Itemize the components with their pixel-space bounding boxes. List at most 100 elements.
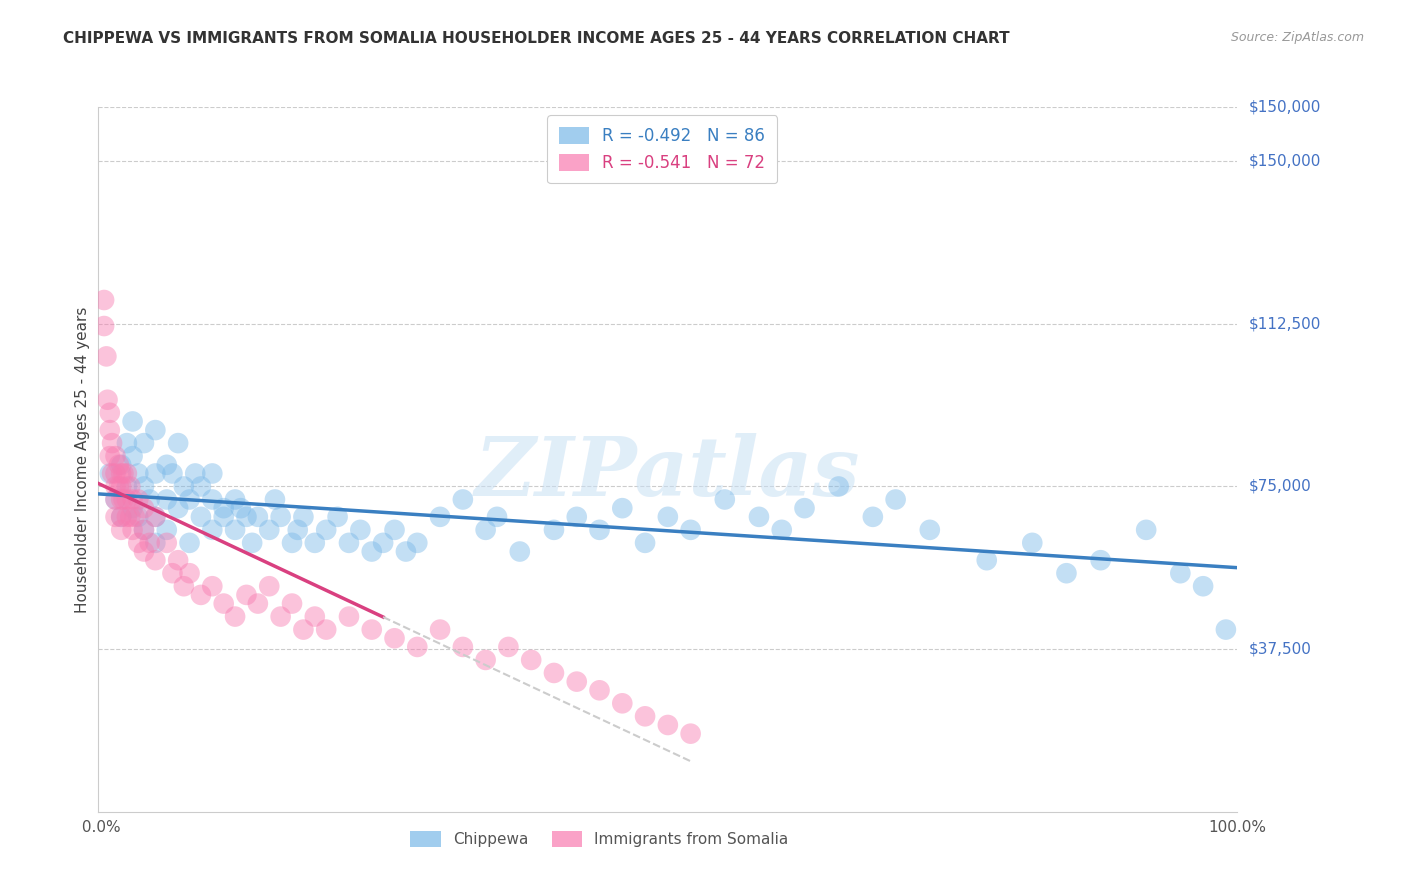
Point	[179, 566, 201, 581]
Point	[1054, 566, 1078, 581]
Point	[406, 640, 429, 654]
Point	[246, 509, 269, 524]
Point	[429, 509, 451, 524]
Point	[167, 553, 190, 567]
Point	[770, 523, 793, 537]
Text: CHIPPEWA VS IMMIGRANTS FROM SOMALIA HOUSEHOLDER INCOME AGES 25 - 44 YEARS CORREL: CHIPPEWA VS IMMIGRANTS FROM SOMALIA HOUS…	[63, 31, 1010, 46]
Point	[115, 492, 138, 507]
Point	[145, 509, 167, 524]
Point	[884, 492, 907, 507]
Point	[96, 392, 118, 407]
Point	[110, 509, 132, 524]
Point	[201, 523, 224, 537]
Point	[240, 536, 263, 550]
Point	[212, 597, 235, 611]
Text: $37,500: $37,500	[1249, 641, 1312, 657]
Point	[145, 509, 167, 524]
Point	[138, 536, 160, 550]
Point	[520, 653, 543, 667]
Point	[918, 523, 941, 537]
Point	[110, 509, 132, 524]
Point	[98, 449, 121, 463]
Point	[292, 623, 315, 637]
Point	[326, 509, 349, 524]
Point	[246, 597, 269, 611]
Point	[101, 467, 124, 481]
Point	[201, 492, 224, 507]
Point	[132, 523, 155, 537]
Point	[167, 436, 190, 450]
Point	[281, 536, 304, 550]
Point	[110, 467, 132, 481]
Point	[132, 501, 155, 516]
Point	[104, 467, 127, 481]
Point	[224, 609, 246, 624]
Point	[173, 579, 195, 593]
Point	[304, 609, 326, 624]
Point	[1021, 536, 1043, 550]
Point	[104, 449, 127, 463]
Point	[212, 501, 235, 516]
Point	[93, 319, 115, 334]
Point	[124, 509, 146, 524]
Point	[588, 523, 610, 537]
Point	[612, 501, 634, 516]
Point	[179, 536, 201, 550]
Point	[565, 509, 588, 524]
Point	[657, 509, 679, 524]
Point	[543, 523, 565, 537]
Point	[224, 523, 246, 537]
Point	[235, 588, 257, 602]
Point	[104, 509, 127, 524]
Point	[748, 509, 770, 524]
Point	[132, 523, 155, 537]
Point	[115, 479, 138, 493]
Point	[121, 501, 143, 516]
Text: Source: ZipAtlas.com: Source: ZipAtlas.com	[1230, 31, 1364, 45]
Point	[98, 423, 121, 437]
Point	[679, 523, 702, 537]
Point	[145, 423, 167, 437]
Point	[229, 501, 252, 516]
Point	[634, 536, 657, 550]
Point	[98, 467, 121, 481]
Text: ZIPatlas: ZIPatlas	[475, 434, 860, 514]
Point	[395, 544, 418, 558]
Point	[451, 640, 474, 654]
Point	[156, 523, 179, 537]
Point	[121, 492, 143, 507]
Point	[360, 623, 382, 637]
Point	[1090, 553, 1112, 567]
Point	[509, 544, 531, 558]
Point	[132, 479, 155, 493]
Point	[224, 492, 246, 507]
Point	[259, 523, 281, 537]
Point	[162, 566, 184, 581]
Point	[190, 588, 212, 602]
Point	[190, 479, 212, 493]
Point	[108, 479, 131, 493]
Point	[360, 544, 382, 558]
Point	[132, 436, 155, 450]
Point	[120, 509, 142, 524]
Point	[474, 653, 496, 667]
Point	[145, 467, 167, 481]
Point	[304, 536, 326, 550]
Point	[201, 579, 224, 593]
Point	[486, 509, 509, 524]
Point	[145, 536, 167, 550]
Point	[315, 623, 337, 637]
Point	[212, 509, 235, 524]
Point	[315, 523, 337, 537]
Text: $150,000: $150,000	[1249, 153, 1320, 169]
Point	[1135, 523, 1157, 537]
Point	[110, 458, 132, 472]
Point	[112, 492, 135, 507]
Point	[1215, 623, 1237, 637]
Text: $150,000: $150,000	[1249, 100, 1320, 114]
Legend: Chippewa, Immigrants from Somalia: Chippewa, Immigrants from Somalia	[405, 825, 794, 854]
Point	[1170, 566, 1192, 581]
Point	[292, 509, 315, 524]
Point	[156, 536, 179, 550]
Point	[173, 479, 195, 493]
